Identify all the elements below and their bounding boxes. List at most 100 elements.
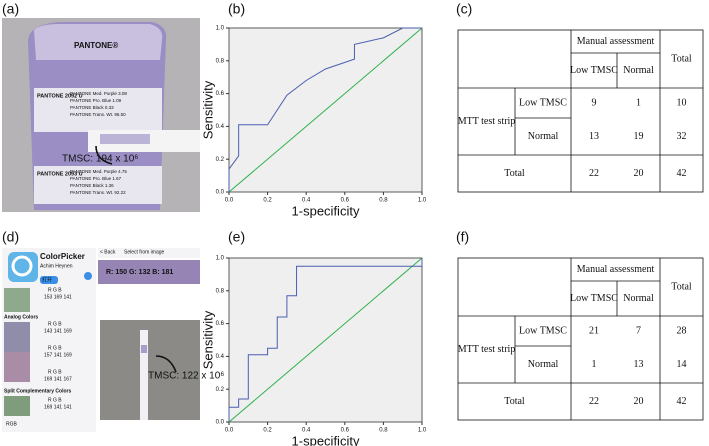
table-cell: 13	[634, 359, 644, 370]
table-cell: 22	[589, 168, 599, 179]
table-cell: 42	[677, 396, 687, 407]
rgb-values: 143 141 169	[44, 328, 72, 334]
table-cell: 19	[634, 131, 644, 142]
row-header: Low TMSC	[519, 325, 567, 336]
x-tick-label: 0.0	[225, 428, 234, 434]
formula-line: PANTONE Trans. Wt. 92.22	[70, 190, 126, 195]
tab-label: RGB	[6, 421, 18, 427]
y-tick-label: 0.8	[216, 58, 225, 64]
table-border	[457, 29, 704, 193]
panel-label: (f)	[456, 229, 469, 245]
table-cell: 1	[592, 359, 597, 370]
column-header: Normal	[623, 293, 654, 304]
section-title: Analog Colors	[4, 314, 38, 320]
y-tick-label: 0.8	[216, 288, 225, 294]
x-axis-label: 1-specificity	[292, 203, 360, 218]
formula-line: PANTONE Trans. Wt. 95.50	[70, 112, 126, 117]
swatch	[4, 352, 30, 382]
table-cell: 9	[592, 97, 597, 108]
row-group-header: MTT test strip	[458, 344, 516, 355]
table-cell: 10	[677, 97, 687, 108]
open-button-label: 打开	[42, 276, 52, 283]
photo-d	[100, 320, 200, 420]
x-tick-label: 0.8	[379, 428, 388, 434]
rgb-values: 169 141 141	[44, 404, 72, 410]
x-tick-label: 1.0	[418, 198, 427, 204]
strip-pad	[141, 345, 147, 353]
column-header: Total	[671, 281, 692, 292]
rgb-header: R G B	[48, 369, 62, 375]
picked-color	[98, 260, 200, 284]
table-cell: 20	[634, 168, 644, 179]
rgb-values: 153 169 141	[44, 294, 72, 300]
card-top	[34, 24, 163, 60]
label-lower	[34, 166, 162, 204]
app-author: Achim Heynen	[40, 263, 73, 269]
icon-glyph	[11, 255, 33, 277]
table-cell: 21	[589, 325, 599, 336]
column-header: Low TMSC	[570, 65, 618, 76]
formula-line: PANTONE Black 0.33	[70, 105, 114, 110]
table-border	[457, 257, 704, 421]
x-tick-label: 0.4	[302, 198, 311, 204]
column-header: Low TMSC	[570, 293, 618, 304]
x-tick-label: 0.0	[225, 198, 234, 204]
x-tick-label: 0.8	[379, 198, 388, 204]
annotation: TMSC: 122 x 10⁶	[148, 371, 224, 382]
swatch	[4, 396, 30, 416]
row-header: Normal	[528, 131, 559, 142]
y-tick-label: 0.6	[216, 321, 225, 327]
app-name: ColorPicker	[40, 252, 85, 261]
arrow	[95, 145, 113, 165]
swatch-code: PANTONE 2093 U	[37, 171, 83, 177]
test-strip	[140, 330, 148, 420]
x-tick-label: 0.2	[263, 428, 272, 434]
table-cell: 7	[636, 325, 641, 336]
y-tick-label: 0.4	[216, 124, 225, 130]
x-tick-label: 1.0	[418, 428, 427, 434]
panel-label: (d)	[2, 229, 19, 245]
picker-header	[98, 248, 200, 258]
formula-line: PANTONE Med. Purple 3.08	[70, 91, 127, 96]
formula-line: PANTONE Black 1.36	[70, 183, 114, 188]
rgb-header: R G B	[48, 287, 62, 293]
y-tick-label: 1.0	[216, 256, 225, 262]
y-axis-label: Sensitivity	[200, 80, 215, 139]
screen-title: Select from image	[124, 249, 165, 255]
test-strip	[100, 134, 150, 144]
table-cell: 20	[634, 396, 644, 407]
formula-line: PANTONE Med. Purple 4.75	[70, 169, 127, 174]
swatch-code: PANTONE 2092 U	[37, 93, 83, 99]
formula-line: PANTONE Pro. Blue 1.67	[70, 176, 122, 181]
y-axis-label: Sensitivity	[200, 310, 215, 369]
reference-line	[228, 27, 423, 193]
row-header: Low TMSC	[519, 97, 567, 108]
y-tick-label: 0.2	[216, 387, 225, 393]
column-header: Normal	[623, 65, 654, 76]
table-cell: 14	[677, 359, 687, 370]
row-header: Total	[504, 168, 525, 179]
roc-curve	[228, 258, 423, 422]
back-link: < Back	[100, 249, 116, 255]
panel-label: (c)	[456, 1, 472, 17]
x-tick-label: 0.4	[302, 428, 311, 434]
y-tick-label: 0.0	[216, 190, 225, 196]
column-group-header: Manual assessment	[577, 264, 655, 275]
x-axis-label: 1-specificity	[292, 433, 360, 446]
row-group-header: MTT test strip	[458, 116, 516, 127]
panel-label: (e)	[228, 229, 245, 245]
table-cell: 28	[677, 325, 687, 336]
column-header: Total	[671, 53, 692, 64]
formula-line: PANTONE Pro. Blue 1.09	[70, 98, 122, 103]
y-tick-label: 0.0	[216, 420, 225, 426]
table-cell: 32	[677, 131, 687, 142]
rgb-values: 157 141 169	[44, 352, 72, 358]
panel-label: (a)	[2, 1, 19, 17]
app-badge	[84, 272, 92, 280]
brand: PANTONE®	[74, 41, 118, 50]
table-cell: 1	[636, 97, 641, 108]
arrow	[155, 355, 177, 373]
x-tick-label: 0.2	[263, 198, 272, 204]
table-cell: 13	[589, 131, 599, 142]
